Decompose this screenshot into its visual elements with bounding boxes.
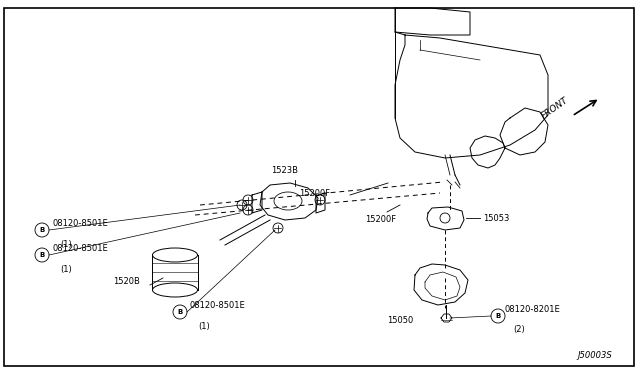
Text: B: B: [40, 252, 45, 258]
Text: 15050: 15050: [387, 316, 413, 325]
Text: 15053: 15053: [483, 214, 509, 222]
Text: FRONT: FRONT: [540, 96, 570, 121]
Text: 15200F: 15200F: [365, 215, 396, 224]
Text: 1520B: 1520B: [113, 278, 140, 286]
Text: B: B: [177, 309, 182, 315]
Text: 1523B: 1523B: [271, 166, 298, 175]
Text: 08120-8201E: 08120-8201E: [505, 305, 561, 314]
Text: 08120-8501E: 08120-8501E: [52, 219, 108, 228]
Text: 08120-8501E: 08120-8501E: [190, 301, 246, 310]
Text: J50003S: J50003S: [577, 351, 612, 360]
Text: (1): (1): [60, 265, 72, 274]
Text: (1): (1): [60, 240, 72, 249]
Text: (2): (2): [513, 325, 525, 334]
Text: 15200F: 15200F: [299, 189, 330, 198]
Text: 08120-8501E: 08120-8501E: [52, 244, 108, 253]
Text: B: B: [495, 313, 500, 319]
Text: B: B: [40, 227, 45, 233]
Text: (1): (1): [198, 322, 210, 331]
